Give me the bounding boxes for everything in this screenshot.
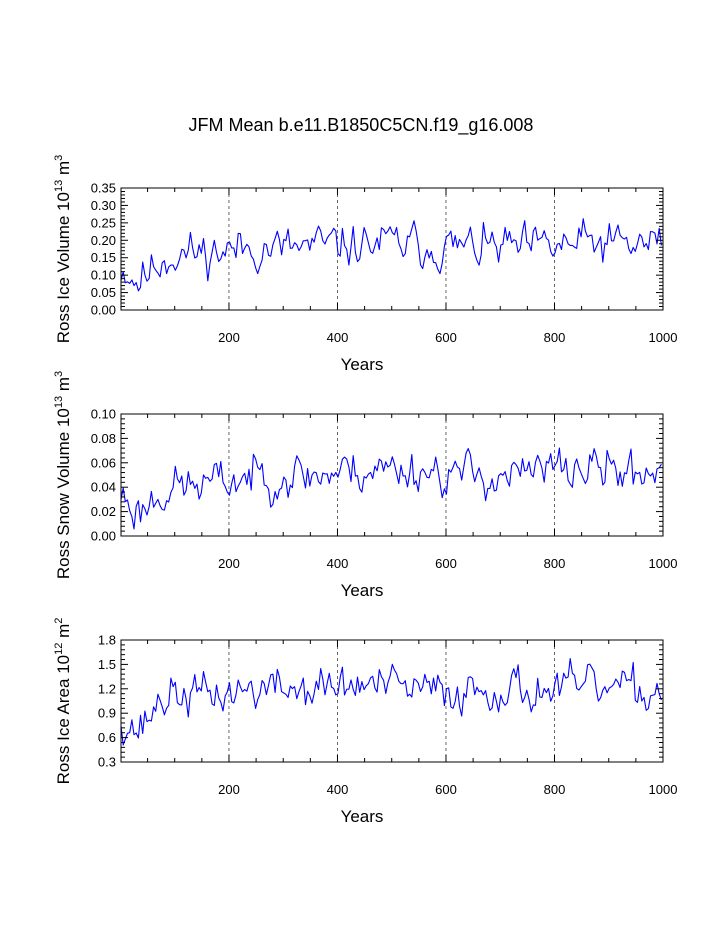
series-line	[120, 218, 662, 292]
panel-ross-ice-area: 200 400 600 800 1000 0.3 0.6 0.9 1.2 1.5 1.8 Years R…	[53, 618, 677, 826]
y-tick-label: 0.25	[91, 215, 116, 230]
y-axis-label: Ross Ice Area 1012 m2	[53, 618, 73, 785]
series-line	[120, 447, 662, 530]
y-tick-label: 0.9	[98, 706, 116, 721]
x-axis-label: Years	[341, 581, 384, 600]
y-label-exp: 12	[53, 643, 65, 655]
x-tick-label: 1000	[649, 782, 678, 797]
y-tick-label: 0.05	[91, 285, 116, 300]
x-tick-label: 400	[327, 556, 349, 571]
x-tick-label: 200	[218, 556, 240, 571]
y-tick-label: 0.35	[91, 181, 116, 196]
y-tick-label: 0.30	[91, 198, 116, 213]
x-tick-label: 800	[544, 556, 566, 571]
y-tick-label: 1.8	[98, 633, 116, 648]
y-tick-label: 0.02	[91, 504, 116, 519]
x-tick-label: 1000	[649, 330, 678, 345]
x-tick-label: 600	[435, 782, 457, 797]
y-tick-label: 0.3	[98, 755, 116, 770]
x-axis-label: Years	[341, 355, 384, 374]
x-tick-label: 400	[327, 330, 349, 345]
y-tick-label: 0.04	[91, 480, 116, 495]
y-label-unit-exp: 3	[53, 371, 65, 377]
y-tick-label: 0.10	[91, 268, 116, 283]
y-tick-label: 0.15	[91, 250, 116, 265]
x-tick-label: 800	[544, 782, 566, 797]
y-label-unit-exp: 2	[53, 618, 65, 624]
x-axis-label: Years	[341, 807, 384, 826]
y-label-unit: m	[54, 377, 73, 396]
series-line	[120, 658, 662, 746]
figure-title: JFM Mean b.e11.B1850C5CN.f19_g16.008	[189, 115, 534, 136]
y-axis-label: Ross Snow Volume 1013 m3	[53, 371, 73, 579]
x-tick-label: 600	[435, 330, 457, 345]
y-tick-label: 0.06	[91, 455, 116, 470]
y-label-name: Ross Snow Volume 10	[54, 408, 73, 579]
y-tick-label: 0.10	[91, 407, 116, 422]
y-tick-label: 1.5	[98, 657, 116, 672]
y-tick-label: 0.20	[91, 233, 116, 248]
x-tick-label: 800	[544, 330, 566, 345]
x-tick-label: 400	[327, 782, 349, 797]
y-tick-label: 0.00	[91, 529, 116, 544]
x-tick-label: 200	[218, 782, 240, 797]
x-tick-label: 1000	[649, 556, 678, 571]
y-tick-label: 1.2	[98, 681, 116, 696]
x-tick-label: 600	[435, 556, 457, 571]
plot-frame	[120, 639, 664, 763]
y-label-unit: m	[54, 161, 73, 180]
x-tick-label: 200	[218, 330, 240, 345]
panel-ross-snow-volume: 200 400 600 800 1000 0.00 0.02 0.04 0.06 0.08 0.10…	[53, 371, 677, 600]
y-label-unit-exp: 3	[53, 155, 65, 161]
y-tick-label: 0.08	[91, 431, 116, 446]
y-label-name: Ross Ice Volume 10	[54, 192, 73, 343]
y-tick-label: 0.00	[91, 303, 116, 318]
y-label-exp: 13	[53, 396, 65, 408]
y-tick-label: 0.6	[98, 730, 116, 745]
y-axis-label: Ross Ice Volume 1013 m3	[53, 155, 73, 343]
panel-ross-ice-volume: 200 400 600 800 1000 0.00 0.05 0.10 0.15 0.20 0.25…	[53, 155, 677, 374]
y-label-exp: 13	[53, 180, 65, 192]
y-label-unit: m	[54, 624, 73, 643]
y-label-name: Ross Ice Area 10	[54, 655, 73, 784]
